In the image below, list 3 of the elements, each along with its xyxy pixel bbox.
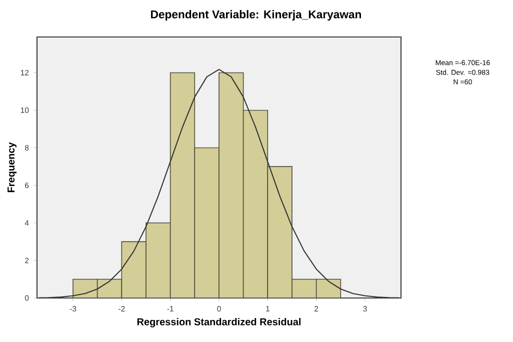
x-axis-title: Regression Standardized Residual [137, 318, 301, 328]
y-axis-title: Frequency [8, 142, 17, 192]
chart-title: Dependent Variable: Kinerja_Karyawan [151, 10, 361, 21]
